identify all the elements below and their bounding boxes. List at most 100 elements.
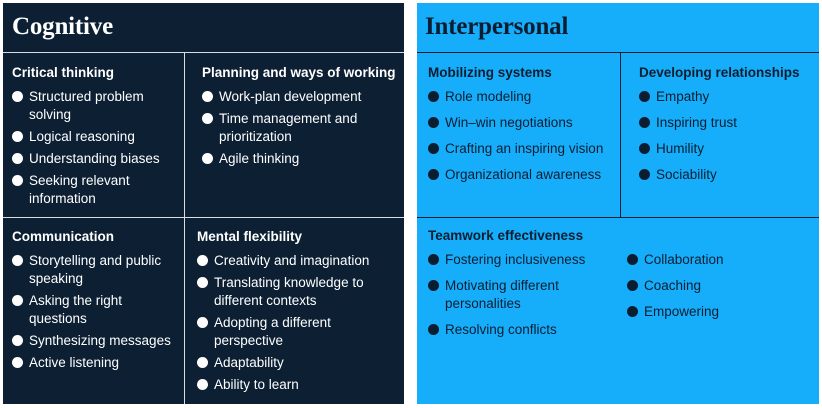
list-item: Humility	[639, 140, 817, 158]
teamwork-list-right: Collaboration Coaching Empowering	[627, 251, 797, 329]
list-item: Collaboration	[627, 251, 797, 269]
list-item: Logical reasoning	[12, 128, 180, 146]
critical-thinking-section: Critical thinking Structured problem sol…	[12, 65, 180, 212]
list-item-label: Inspiring trust	[656, 115, 738, 130]
interpersonal-row-divider	[417, 217, 819, 218]
planning-list: Work-plan development Time management an…	[202, 88, 400, 168]
list-item: Work-plan development	[202, 88, 400, 106]
bullet-icon	[639, 91, 650, 102]
list-item-label: Collaboration	[644, 252, 724, 267]
teamwork-effectiveness-heading: Teamwork effectiveness	[428, 228, 584, 243]
developing-relationships-list: Empathy Inspiring trust Humility Sociabi…	[639, 88, 817, 184]
list-item: Asking the right questions	[12, 292, 182, 328]
bullet-icon	[12, 91, 23, 102]
bullet-icon	[428, 324, 439, 335]
list-item-label: Fostering inclusiveness	[445, 252, 586, 267]
cognitive-col-divider-top	[184, 52, 185, 217]
cognitive-col-divider-bottom	[184, 217, 185, 404]
list-item: Role modeling	[428, 88, 616, 106]
list-item: Synthesizing messages	[12, 332, 182, 350]
bullet-icon	[197, 317, 208, 328]
bullet-icon	[428, 117, 439, 128]
list-item-label: Storytelling and public speaking	[29, 253, 162, 286]
list-item: Coaching	[627, 277, 797, 295]
critical-thinking-list: Structured problem solving Logical reaso…	[12, 88, 180, 208]
bullet-icon	[627, 280, 638, 291]
bullet-icon	[197, 357, 208, 368]
interpersonal-title-divider	[417, 52, 819, 53]
communication-list: Storytelling and public speaking Asking …	[12, 252, 182, 372]
list-item-label: Resolving conflicts	[445, 322, 557, 337]
list-item-label: Win–win negotiations	[445, 115, 573, 130]
list-item-label: Coaching	[644, 278, 702, 293]
bullet-icon	[12, 255, 23, 266]
list-item-label: Organizational awareness	[445, 167, 602, 182]
mental-flexibility-list: Creativity and imagination Translating k…	[197, 252, 387, 394]
interpersonal-col-divider	[620, 52, 621, 217]
list-item-label: Adopting a different perspective	[214, 315, 331, 348]
cognitive-title: Cognitive	[12, 13, 113, 40]
bullet-icon	[202, 153, 213, 164]
list-item: Time management and prioritization	[202, 110, 400, 146]
bullet-icon	[428, 91, 439, 102]
list-item-label: Structured problem solving	[29, 89, 144, 122]
cognitive-title-divider	[3, 52, 404, 53]
list-item: Agile thinking	[202, 150, 400, 168]
bullet-icon	[197, 379, 208, 390]
bullet-icon	[202, 113, 213, 124]
list-item: Inspiring trust	[639, 114, 817, 132]
list-item-label: Empowering	[644, 304, 720, 319]
list-item: Resolving conflicts	[428, 321, 618, 339]
bullet-icon	[12, 131, 23, 142]
list-item-label: Motivating different personalities	[445, 278, 559, 311]
list-item: Creativity and imagination	[197, 252, 387, 270]
list-item-label: Translating knowledge to different conte…	[214, 275, 364, 308]
list-item-label: Logical reasoning	[29, 129, 135, 144]
list-item-label: Asking the right questions	[29, 293, 123, 326]
bullet-icon	[197, 277, 208, 288]
list-item: Empowering	[627, 303, 797, 321]
bullet-icon	[639, 169, 650, 180]
cognitive-row-divider	[3, 217, 404, 218]
list-item-label: Ability to learn	[214, 377, 299, 392]
bullet-icon	[428, 143, 439, 154]
list-item-label: Sociability	[656, 167, 717, 182]
planning-heading: Planning and ways of working	[202, 65, 396, 80]
mental-flexibility-section: Mental flexibility Creativity and imagin…	[197, 229, 387, 398]
bullet-icon	[428, 254, 439, 265]
bullet-icon	[12, 175, 23, 186]
bullet-icon	[202, 91, 213, 102]
list-item: Adopting a different perspective	[197, 314, 387, 350]
bullet-icon	[12, 335, 23, 346]
list-item-label: Understanding biases	[29, 151, 160, 166]
bullet-icon	[12, 357, 23, 368]
critical-thinking-heading: Critical thinking	[12, 65, 115, 80]
list-item-label: Crafting an inspiring vision	[445, 141, 604, 156]
list-item-label: Synthesizing messages	[29, 333, 171, 348]
list-item-label: Adaptability	[214, 355, 284, 370]
teamwork-effectiveness-section: Teamwork effectiveness Fostering inclusi…	[428, 228, 818, 347]
list-item: Win–win negotiations	[428, 114, 616, 132]
interpersonal-panel: Interpersonal Mobilizing systems Role mo…	[417, 3, 819, 404]
list-item: Organizational awareness	[428, 166, 616, 184]
bullet-icon	[428, 280, 439, 291]
list-item-label: Agile thinking	[219, 151, 300, 166]
list-item: Adaptability	[197, 354, 387, 372]
cognitive-panel: Cognitive Critical thinking Structured p…	[3, 3, 404, 404]
developing-relationships-section: Developing relationships Empathy Inspiri…	[639, 65, 817, 192]
list-item: Empathy	[639, 88, 817, 106]
mobilizing-systems-section: Mobilizing systems Role modeling Win–win…	[428, 65, 616, 192]
list-item-label: Time management and prioritization	[219, 111, 358, 144]
bullet-icon	[627, 254, 638, 265]
bullet-icon	[639, 117, 650, 128]
list-item-label: Role modeling	[445, 89, 532, 104]
list-item: Ability to learn	[197, 376, 387, 394]
mobilizing-systems-list: Role modeling Win–win negotiations Craft…	[428, 88, 616, 184]
list-item-label: Seeking relevant information	[29, 173, 130, 206]
bullet-icon	[639, 143, 650, 154]
planning-section: Planning and ways of working Work-plan d…	[202, 65, 400, 172]
developing-relationships-heading: Developing relationships	[639, 65, 800, 80]
communication-section: Communication Storytelling and public sp…	[12, 229, 182, 376]
interpersonal-title: Interpersonal	[425, 13, 569, 40]
list-item: Storytelling and public speaking	[12, 252, 182, 288]
